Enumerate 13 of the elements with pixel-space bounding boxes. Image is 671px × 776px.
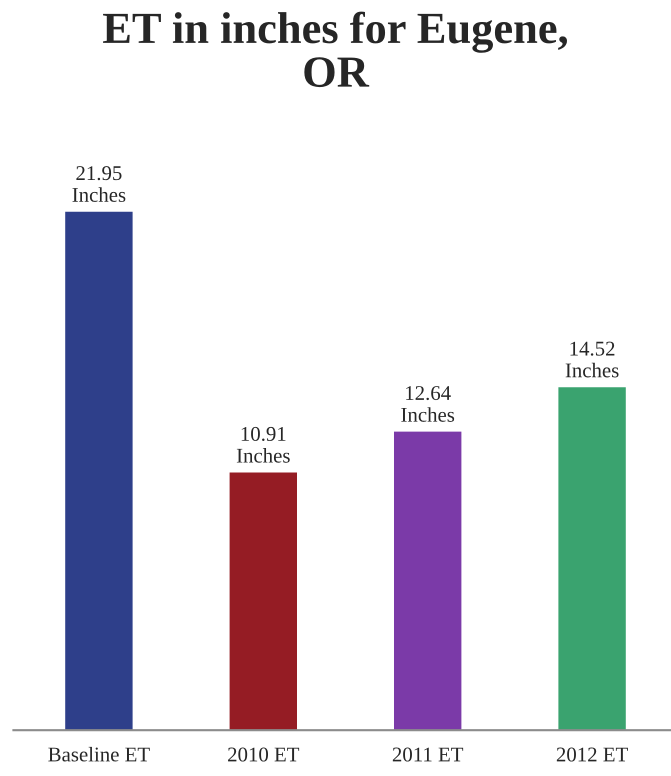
data-label: 14.52 Inches	[566, 342, 619, 378]
data-label: 10.91 Inches	[236, 426, 290, 463]
x-tick-label: Baseline ET	[48, 746, 150, 762]
x-tick-label: 2010 ET	[228, 747, 300, 762]
x-tick-label: 2011 ET	[392, 747, 464, 762]
bar	[65, 212, 133, 730]
data-label: 21.95 Inches	[72, 166, 126, 202]
bar	[394, 432, 462, 730]
x-tick-label: 2012 ET	[556, 747, 628, 762]
bar	[230, 472, 297, 730]
bar	[558, 387, 626, 730]
data-label: 12.64 Inches	[401, 386, 454, 422]
chart-title: ET in inches for Eugene, OR	[103, 12, 567, 88]
